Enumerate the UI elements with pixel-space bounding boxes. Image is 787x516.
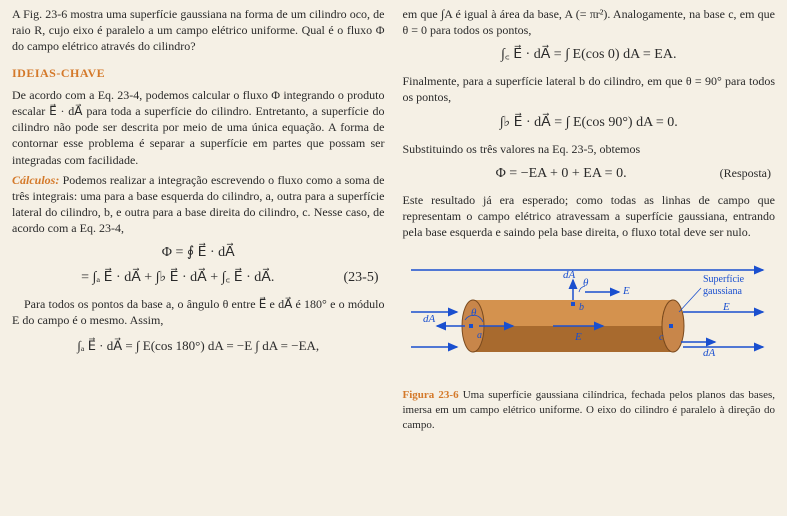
ideias-chave-body: De acordo com a Eq. 23-4, podemos calcul… bbox=[12, 87, 385, 168]
fig-label-dA-right: dA⃗ bbox=[703, 347, 724, 359]
equation-base-c: ∫꜀ E⃗ · dA⃗ = ∫ E(cos 0) dA = EA. bbox=[403, 46, 776, 65]
figure-23-6-caption-text: Uma superfície gaussiana cilíndrica, fec… bbox=[403, 389, 776, 431]
fig-callout-gaussiana-line1: Superfície bbox=[703, 274, 745, 285]
resposta-label: (Resposta) bbox=[720, 165, 771, 181]
figure-23-6-svg: dA⃗ E⃗ θ b a dA⃗ θ E⃗ c bbox=[403, 252, 773, 378]
fig-label-a: a bbox=[477, 330, 482, 341]
fig-label-dA-left: dA⃗ bbox=[423, 313, 444, 325]
equation-base-a: ∫ₐ E⃗ · dA⃗ = ∫ E(cos 180°) dA = −E ∫ dA… bbox=[12, 337, 385, 355]
right-mid1-paragraph: Finalmente, para a superfície lateral b … bbox=[403, 73, 776, 105]
figure-23-6: dA⃗ E⃗ θ b a dA⃗ θ E⃗ c bbox=[403, 252, 776, 433]
equation-23-5: Φ = ∮ E⃗ · dA⃗ = ∫ₐ E⃗ · dA⃗ + ∫♭ E⃗ · d… bbox=[12, 244, 385, 288]
fig-label-c: c bbox=[659, 332, 664, 343]
fig-label-E-right: E⃗ bbox=[722, 301, 738, 313]
after-eq-23-5: Para todos os pontos da base a, o ângulo… bbox=[12, 296, 385, 328]
equation-result-body: Φ = −EA + 0 + EA = 0. bbox=[496, 166, 627, 181]
right-top-paragraph: em que ∫A é igual à área da base, A (= π… bbox=[403, 6, 776, 38]
eq-23-5-line2: = ∫ₐ E⃗ · dA⃗ + ∫♭ E⃗ · dA⃗ + ∫꜀ E⃗ · dA… bbox=[81, 270, 274, 285]
figure-23-6-caption: Figura 23-6 Uma superfície gaussiana cil… bbox=[403, 388, 776, 433]
fig-label-theta-top: θ bbox=[583, 277, 589, 289]
eq-23-5-line1: Φ = ∮ E⃗ · dA⃗ bbox=[12, 244, 385, 263]
calculos-prefix: Cálculos: bbox=[12, 173, 59, 187]
conclusion-paragraph: Este resultado já era esperado; como tod… bbox=[403, 192, 776, 241]
fig-callout-gaussiana-line2: gaussiana bbox=[703, 286, 742, 297]
calculos-body: Podemos realizar a integração escrevendo… bbox=[12, 173, 385, 236]
fig-label-theta-left: θ bbox=[471, 307, 477, 319]
equation-result: Φ = −EA + 0 + EA = 0. (Resposta) bbox=[403, 165, 776, 184]
intro-paragraph: A Fig. 23-6 mostra uma superfície gaussi… bbox=[12, 6, 385, 55]
fig-label-E-center: E⃗ bbox=[574, 331, 590, 343]
fig-label-b: b bbox=[579, 302, 584, 313]
fig-label-dA-top: dA⃗ bbox=[563, 269, 584, 281]
fig-label-E-top: E⃗ bbox=[622, 285, 638, 297]
equation-lateral-b: ∫♭ E⃗ · dA⃗ = ∫ E(cos 90°) dA = 0. bbox=[403, 114, 776, 133]
ideias-chave-title: IDEIAS-CHAVE bbox=[12, 65, 385, 81]
figure-23-6-label: Figura 23-6 bbox=[403, 389, 459, 401]
calculos-paragraph: Cálculos: Podemos realizar a integração … bbox=[12, 172, 385, 237]
eq-23-5-number: (23-5) bbox=[344, 269, 379, 288]
right-mid2-paragraph: Substituindo os três valores na Eq. 23-5… bbox=[403, 141, 776, 157]
